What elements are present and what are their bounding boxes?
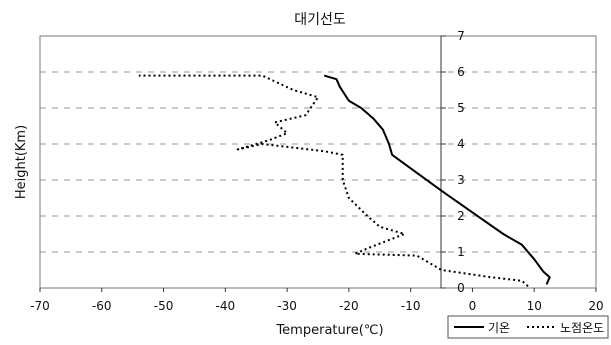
x-tick-label--60: -60	[92, 299, 112, 313]
x-tick-label-0: 0	[469, 299, 477, 313]
x-tick-label--20: -20	[339, 299, 359, 313]
y-tick-label-4: 4	[457, 137, 465, 151]
legend: 기온 노점온도	[447, 315, 609, 339]
y-tick-label-6: 6	[457, 65, 465, 79]
y-tick-label-1: 1	[457, 245, 465, 259]
x-tick-label-10: 10	[527, 299, 542, 313]
legend-label-temperature: 기온	[488, 321, 510, 335]
axes: 0 1 2 3 4 5 6 7 -70 -60 -50 -40 -30 -20 -10 0 10 20	[30, 29, 603, 313]
y-tick-label-3: 3	[457, 173, 465, 187]
x-tick-label--10: -10	[401, 299, 421, 313]
x-axis-label: Temperature(℃)	[275, 323, 383, 338]
y-tick-label-2: 2	[457, 209, 465, 223]
series-line-temperature	[323, 74, 551, 285]
series-lines	[138, 74, 551, 287]
chart-title: 대기선도	[294, 12, 346, 28]
series-line-dewpoint	[138, 74, 529, 287]
x-tick-label--40: -40	[216, 299, 236, 313]
y-tick-label-5: 5	[457, 101, 465, 115]
x-tick-label--50: -50	[154, 299, 174, 313]
x-tick-label--30: -30	[277, 299, 297, 313]
grid-lines	[40, 71, 596, 253]
legend-label-dewpoint: 노점온도	[560, 321, 604, 335]
x-tick-label--70: -70	[30, 299, 50, 313]
plot-area-frame	[39, 35, 597, 289]
y-axis-label: Height(Km)	[14, 125, 29, 199]
y-tick-label-0: 0	[457, 281, 465, 295]
x-tick-label-20: 20	[588, 299, 603, 313]
y-tick-label-7: 7	[457, 29, 465, 43]
